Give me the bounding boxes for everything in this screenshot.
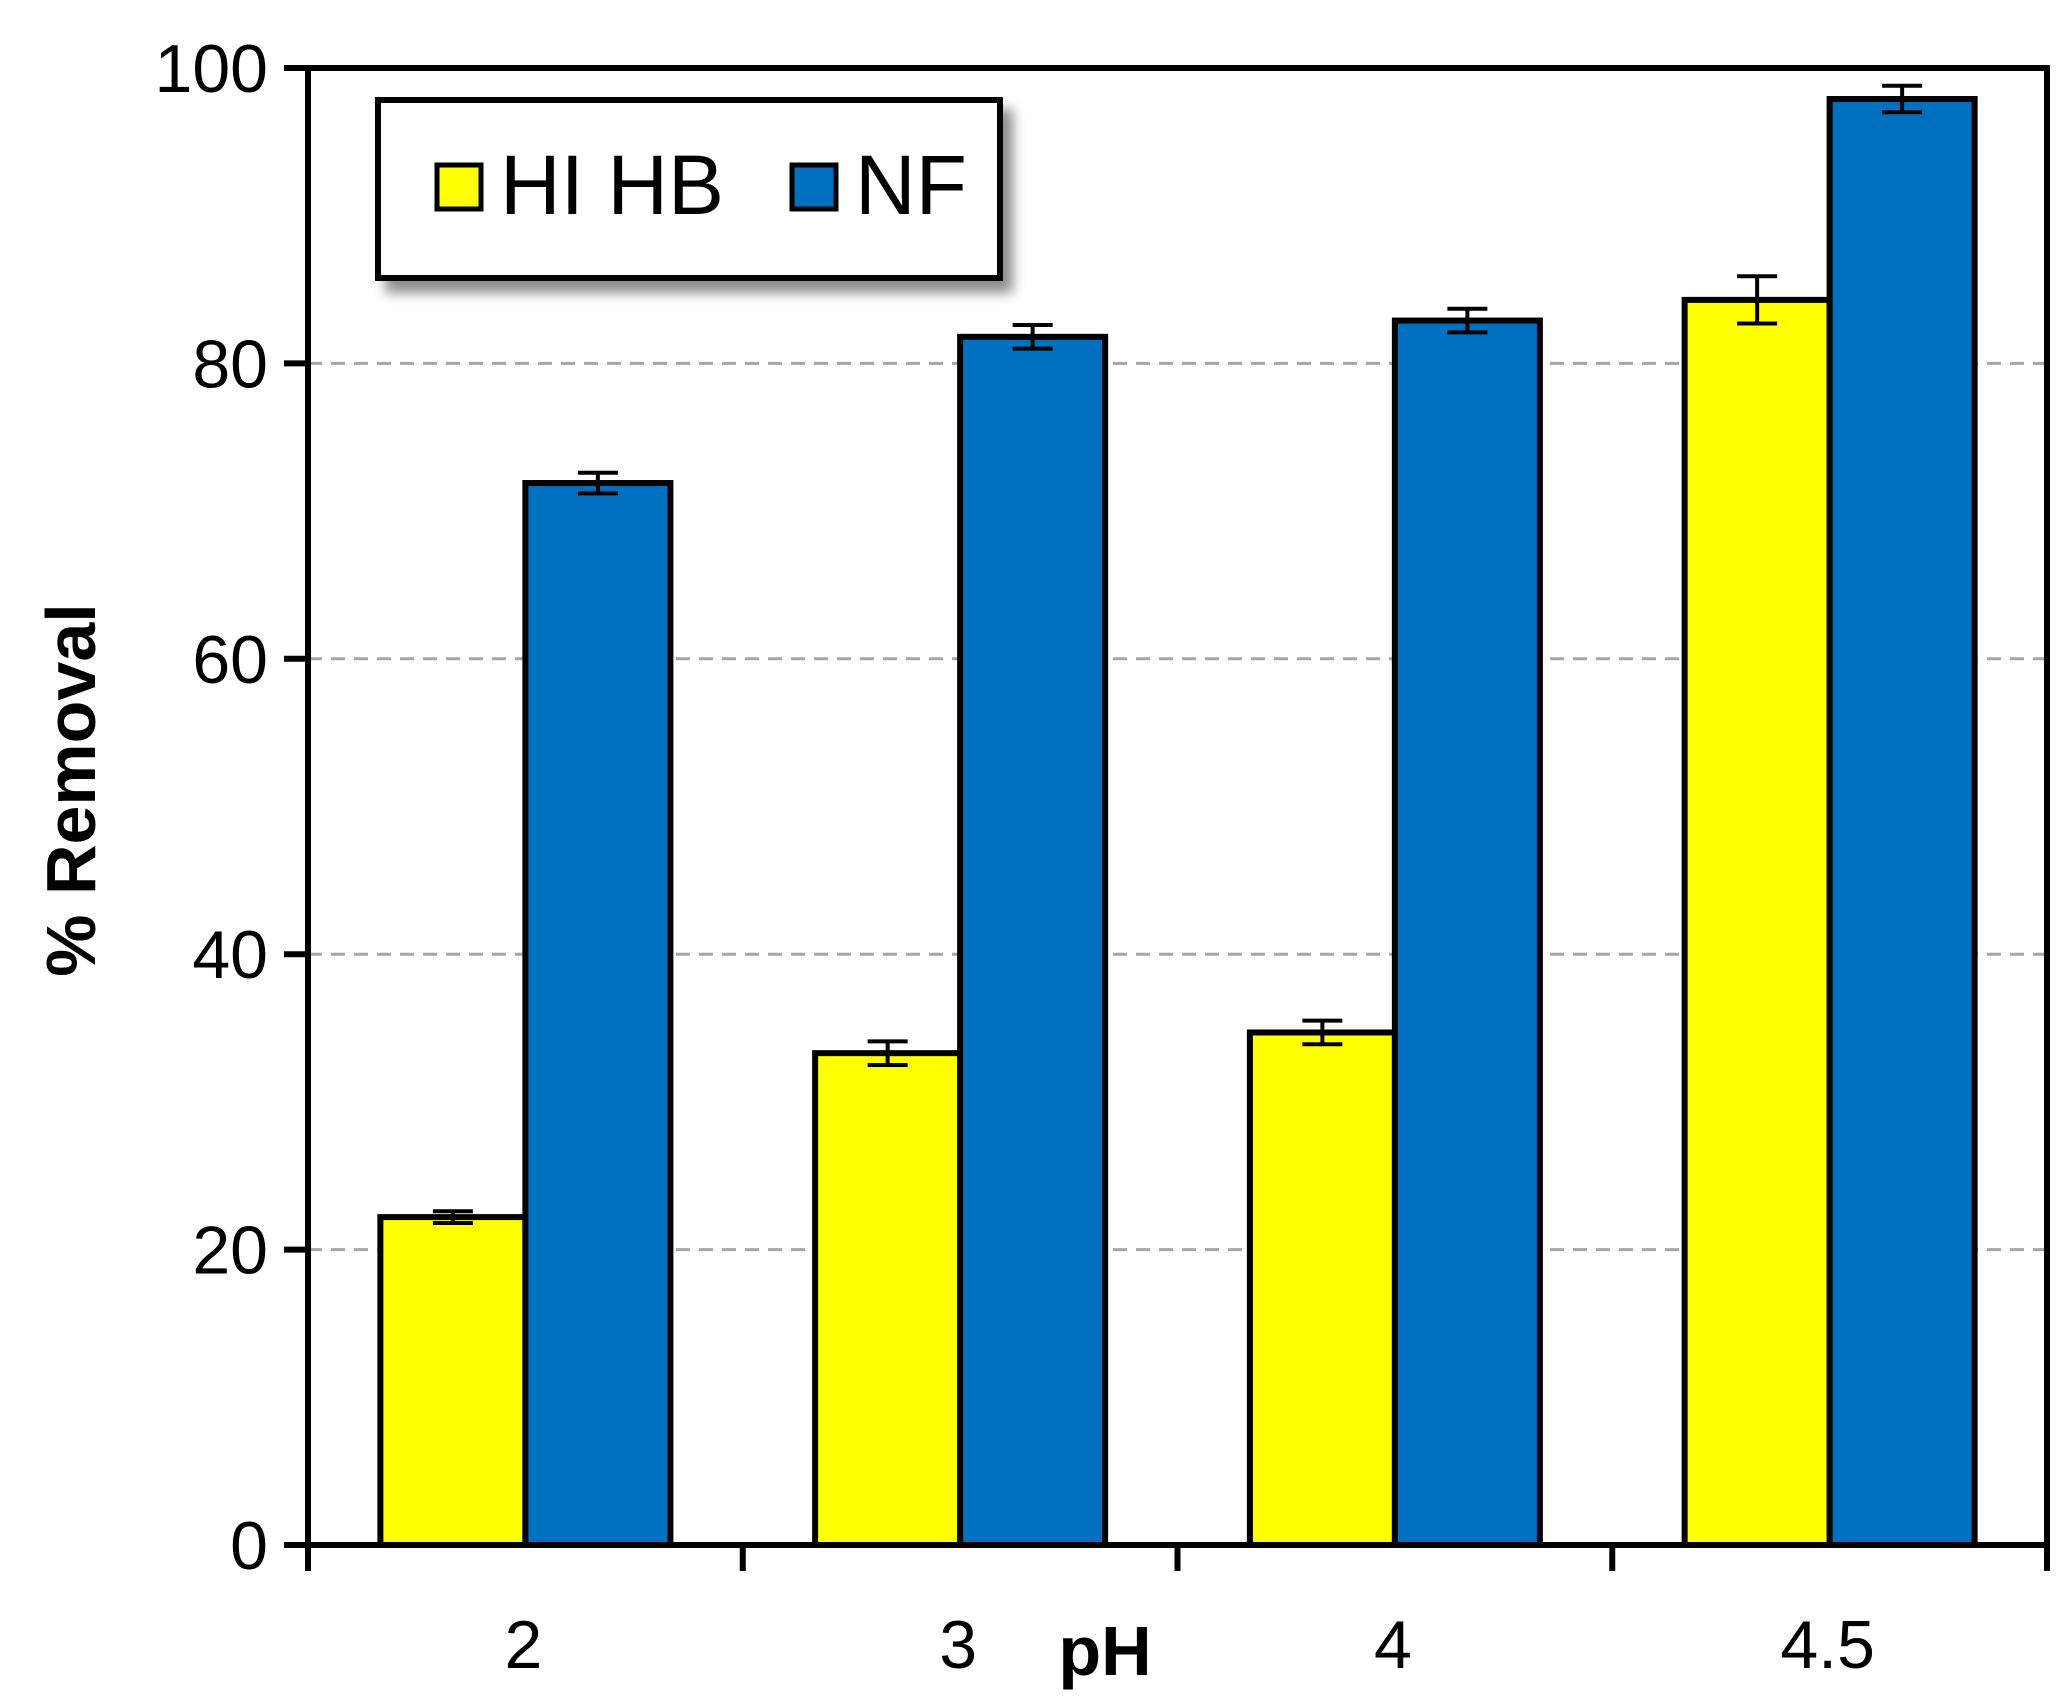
y-axis-title: % Removal bbox=[32, 603, 110, 976]
x-tick-label: 2 bbox=[504, 1607, 542, 1683]
legend-label-hi-hb: HI HB bbox=[500, 138, 724, 232]
bar-nf bbox=[522, 480, 674, 1548]
x-tick-label: 4.5 bbox=[1780, 1607, 1875, 1683]
x-tick-label: 4 bbox=[1374, 1607, 1412, 1683]
bar-hi-hb bbox=[1246, 1029, 1398, 1548]
y-tick-label: 20 bbox=[192, 1213, 268, 1289]
error-bar-nf bbox=[1447, 306, 1488, 335]
y-tick-label: 0 bbox=[230, 1508, 268, 1584]
error-bar-nf bbox=[577, 470, 618, 496]
error-bar-hi-hb bbox=[432, 1209, 473, 1226]
y-tick-label: 60 bbox=[192, 622, 268, 698]
x-axis-ticks: 2 3 4 4.5 bbox=[305, 1545, 2050, 1683]
y-tick-label: 80 bbox=[192, 326, 268, 402]
bars bbox=[377, 96, 1978, 1549]
legend-swatch-hi-hb bbox=[434, 162, 484, 212]
x-tick-label: 3 bbox=[939, 1607, 977, 1683]
bar-hi-hb bbox=[812, 1050, 964, 1549]
y-tick-label: 40 bbox=[192, 917, 268, 993]
legend-swatch-nf bbox=[789, 162, 839, 212]
y-axis-ticks: 0 20 40 60 80 100 bbox=[155, 31, 308, 1584]
error-bar-hi-hb bbox=[1302, 1018, 1343, 1047]
error-bar-hi-hb bbox=[867, 1039, 908, 1067]
legend: HI HB NF bbox=[375, 97, 1003, 281]
error-bar-nf bbox=[1012, 322, 1053, 351]
bar-hi-hb bbox=[377, 1214, 529, 1548]
bar-nf bbox=[1391, 317, 1543, 1548]
bar-nf bbox=[957, 333, 1109, 1549]
bar-nf bbox=[1826, 96, 1978, 1549]
x-axis-title: pH bbox=[1058, 1612, 1151, 1690]
error-bars bbox=[432, 83, 1923, 1226]
y-tick-label: 100 bbox=[155, 31, 268, 107]
error-bar-hi-hb bbox=[1737, 274, 1778, 326]
error-bar-nf bbox=[1882, 83, 1923, 115]
bar-hi-hb bbox=[1681, 296, 1833, 1548]
legend-label-nf: NF bbox=[855, 138, 967, 232]
